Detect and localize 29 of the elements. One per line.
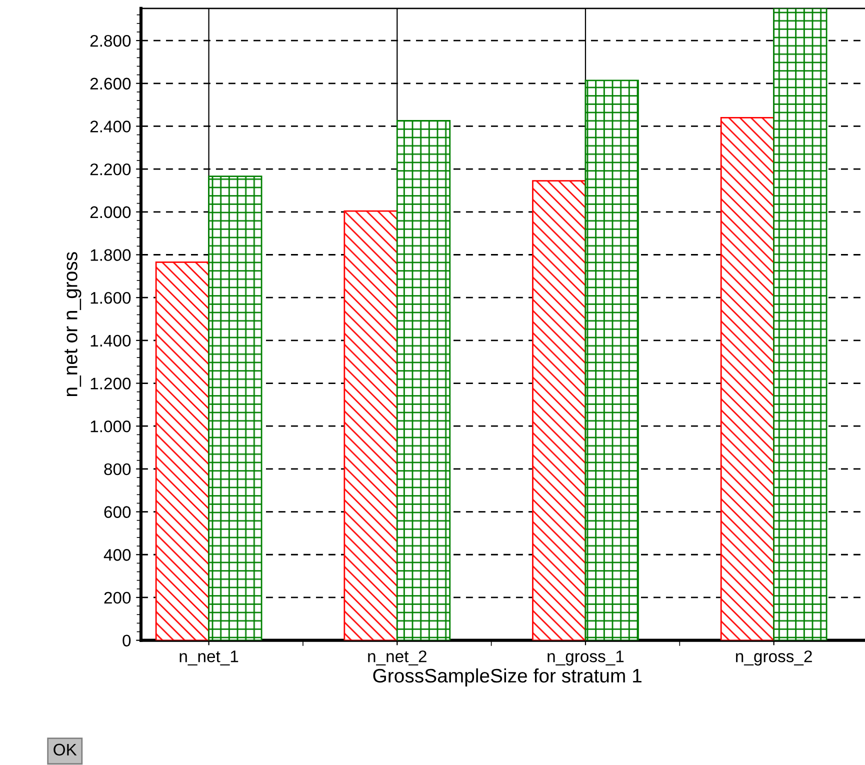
y-tick-label: 2.600 [90, 78, 131, 90]
y-tick-label: 0 [122, 634, 131, 647]
bar [532, 180, 586, 640]
y-tick-label: 800 [104, 463, 131, 476]
y-tick-label: 2.800 [90, 34, 131, 47]
x-tick-label: n_gross_1 [548, 650, 624, 666]
bar [208, 176, 262, 640]
x-axis-title: GrossSampleSize for stratum 1 [373, 668, 642, 686]
y-tick-label: 2.000 [90, 206, 131, 218]
y-tick-label: 1.800 [90, 249, 131, 261]
y-tick-label: 400 [104, 549, 131, 561]
x-tick-label: n_net_2 [368, 650, 426, 666]
bar [584, 80, 639, 640]
y-tick-label: 200 [104, 592, 131, 604]
y-tick-label: 600 [104, 506, 131, 518]
y-tick-label: 1.200 [90, 378, 131, 390]
y-tick-label: 1.000 [90, 420, 131, 432]
x-tick-label: n_gross_2 [736, 650, 812, 666]
y-tick-label: 2.400 [90, 120, 131, 132]
bar [396, 120, 451, 640]
text: OK [54, 744, 77, 756]
y-tick-label: 1.400 [90, 334, 131, 347]
bar [344, 210, 398, 640]
x-tick-label: n_net_1 [180, 650, 238, 666]
y-axis-title: n_net or n_gross [64, 252, 82, 396]
y-tick-label: 1.600 [90, 292, 131, 304]
y-tick-label: 2.200 [90, 163, 131, 176]
bar [720, 116, 775, 640]
bar [155, 262, 210, 640]
